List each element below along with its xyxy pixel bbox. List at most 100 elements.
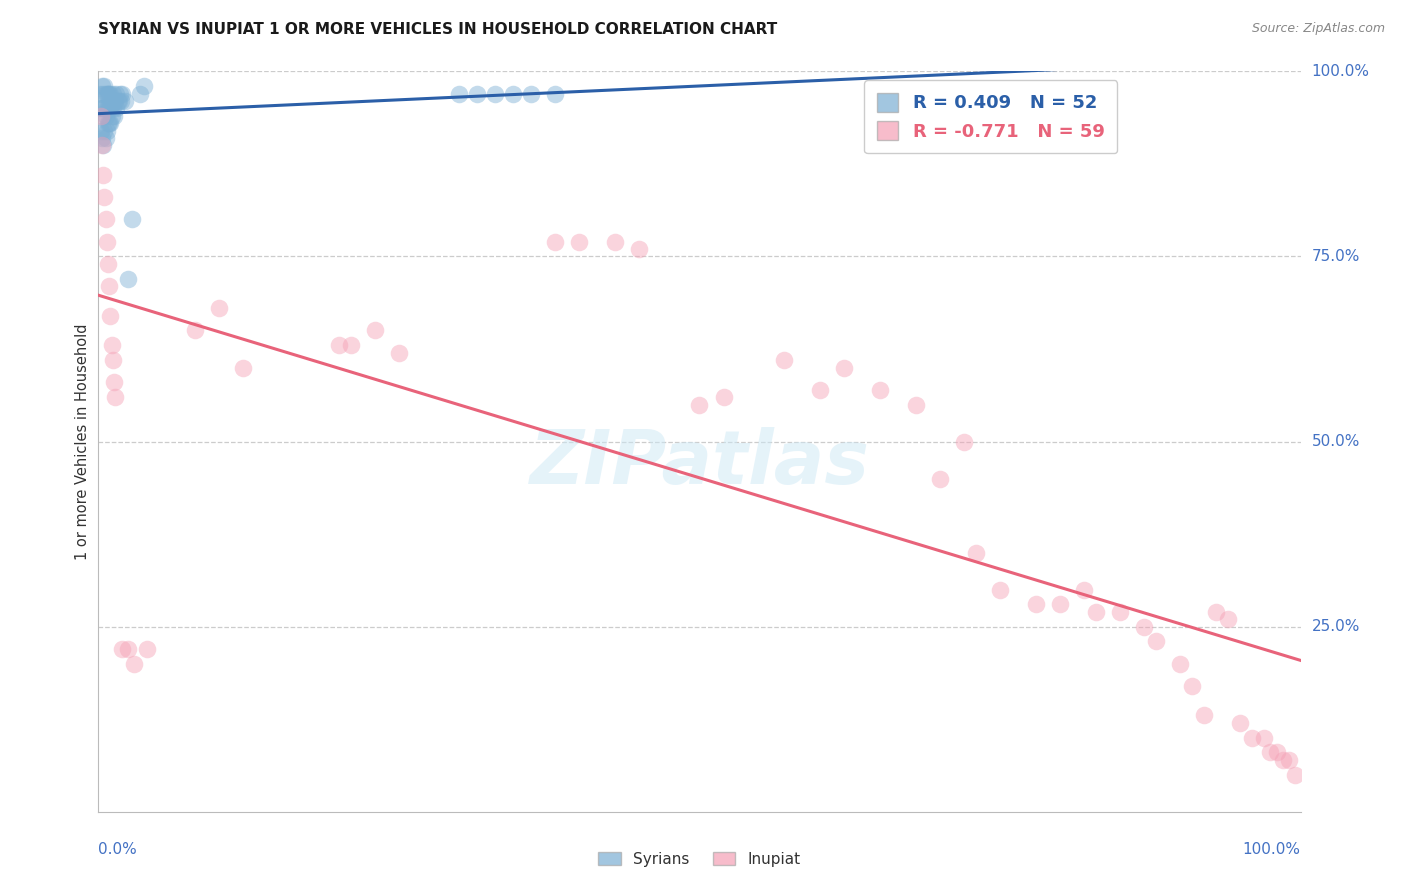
Point [114,94,136,108]
Point [340,338,363,352]
Point [1049,598,1071,612]
Point [90,102,112,116]
Point [91,168,114,182]
Point [90,123,112,137]
Point [1265,746,1288,760]
Point [105,87,128,101]
Point [1073,582,1095,597]
Point [101,87,124,101]
Point [91,79,114,94]
Text: 0.0%: 0.0% [98,842,138,857]
Point [1205,605,1227,619]
Point [94,87,117,101]
Point [568,235,591,249]
Point [1085,605,1108,619]
Point [1133,619,1156,633]
Point [103,376,125,390]
Point [94,131,117,145]
Point [93,190,115,204]
Point [869,383,891,397]
Point [100,109,122,123]
Point [124,657,146,671]
Legend: Syrians, Inupiat: Syrians, Inupiat [591,844,808,874]
Point [1025,598,1047,612]
Point [103,109,125,123]
Point [111,641,134,656]
Point [98,87,121,101]
Point [100,338,122,352]
Point [103,94,125,108]
Point [121,212,143,227]
Point [90,109,112,123]
Point [97,116,120,130]
Point [100,94,122,108]
Point [183,324,205,338]
Point [1253,731,1275,745]
Point [96,235,118,249]
Point [135,641,157,656]
Point [100,102,122,116]
Point [104,390,127,404]
Point [111,87,134,101]
Point [1218,612,1240,626]
Point [97,102,120,116]
Point [1260,746,1282,760]
Text: 100.0%: 100.0% [1312,64,1369,78]
Point [1181,679,1204,693]
Point [97,257,120,271]
Point [1271,753,1294,767]
Point [91,87,114,101]
Point [1277,753,1299,767]
Text: 100.0%: 100.0% [1243,842,1301,857]
Point [93,79,115,94]
Text: 25.0%: 25.0% [1312,619,1360,634]
Point [100,87,122,101]
Point [96,87,118,101]
Point [101,353,124,368]
Point [132,79,155,94]
Point [100,309,122,323]
Point [104,94,127,108]
Point [1144,634,1167,648]
Y-axis label: 1 or more Vehicles in Household: 1 or more Vehicles in Household [75,323,90,560]
Point [1241,731,1264,745]
Point [129,87,152,101]
Point [98,102,121,116]
Point [1229,715,1251,730]
Point [544,87,567,101]
Text: 50.0%: 50.0% [1312,434,1360,449]
Point [232,360,254,375]
Point [388,345,411,359]
Point [108,94,131,108]
Point [364,324,387,338]
Point [988,582,1011,597]
Point [328,338,350,352]
Point [94,109,117,123]
Point [713,390,735,404]
Point [97,87,120,101]
Point [502,87,524,101]
Point [91,131,114,145]
Point [208,301,231,316]
Point [107,94,129,108]
Point [628,242,651,256]
Point [484,87,506,101]
Point [96,123,118,137]
Point [605,235,627,249]
Point [101,102,124,116]
Point [110,94,132,108]
Point [965,546,987,560]
Point [105,102,128,116]
Point [832,360,855,375]
Text: ZIPatlas: ZIPatlas [530,427,869,500]
Point [89,87,111,101]
Point [1109,605,1132,619]
Text: Source: ZipAtlas.com: Source: ZipAtlas.com [1251,22,1385,36]
Point [91,102,114,116]
Point [108,87,131,101]
Point [93,102,115,116]
Point [96,102,118,116]
Point [91,138,114,153]
Point [465,87,488,101]
Point [520,87,543,101]
